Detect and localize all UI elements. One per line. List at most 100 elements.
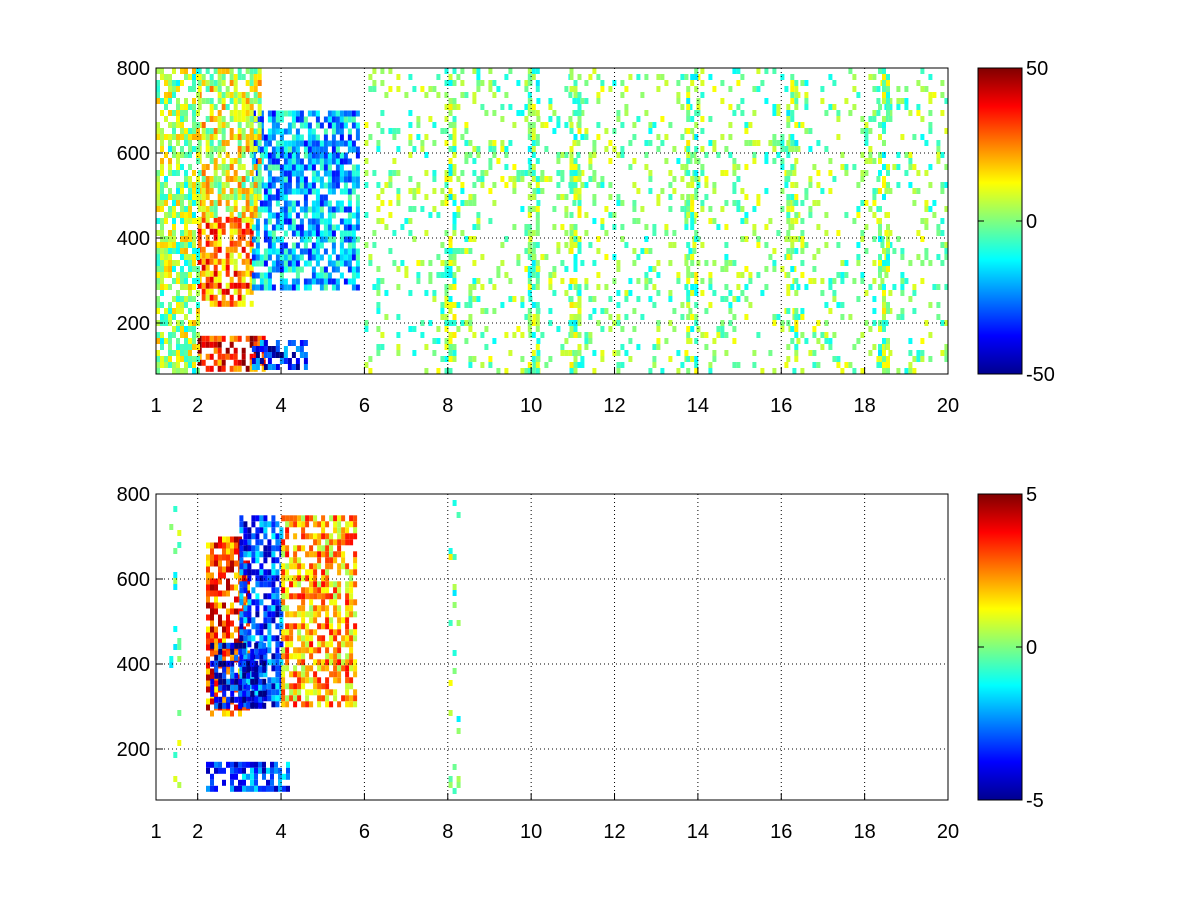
heatmap-cell [214,602,218,609]
heatmap-cell [331,140,336,147]
heatmap-cell [828,74,833,80]
heatmap-cell [317,557,322,564]
heatmap-cell [347,176,352,183]
heatmap-cell [237,359,242,366]
heatmap-cell [217,282,222,289]
heatmap-cell [432,86,437,92]
heatmap-cell [732,314,737,320]
heatmap-cell [230,656,234,663]
heatmap-cell [355,224,360,231]
heatmap-cell [872,278,877,284]
heatmap-cell [700,146,705,152]
heatmap-cell [321,533,326,540]
heatmap-cell [428,212,433,218]
heatmap-cell [173,626,178,632]
heatmap-cell [156,86,160,92]
heatmap-cell [184,224,188,230]
heatmap-cell [576,98,581,104]
heatmap-cell [896,236,901,242]
heatmap-cell [886,266,890,272]
heatmap-cell [233,86,238,92]
heatmap-cell [205,282,210,289]
heatmap-cell [444,176,449,182]
heatmap-cell [267,206,272,213]
heatmap-cell [592,194,597,200]
heatmap-cell [297,569,302,576]
heatmap-cell [347,266,352,273]
heatmap-cell [736,272,741,278]
heatmap-cell [206,638,210,645]
heatmap-cell [243,653,248,660]
heatmap-cell [355,284,360,291]
heatmap-cell [291,164,296,171]
heatmap-cell [309,647,314,654]
heatmap-cell [676,350,681,356]
heatmap-cell [452,602,457,608]
heatmap-cell [156,98,160,104]
heatmap-cell [560,344,565,350]
heatmap-cell [307,134,312,141]
heatmap-cell [303,260,308,267]
heatmap-cell [229,92,234,98]
heatmap-cell [274,785,278,792]
heatmap-cell [472,98,477,104]
heatmap-cell [229,212,234,218]
heatmap-cell [313,515,318,522]
heatmap-cell [592,200,597,206]
heatmap-cell [492,80,497,86]
heatmap-cell [812,278,817,284]
heatmap-cell [347,194,352,201]
heatmap-cell [213,282,218,289]
heatmap-cell [267,170,272,177]
bottom-heatmap-cells [169,500,461,794]
heatmap-cell [452,122,457,128]
heatmap-cell [156,242,160,248]
heatmap-cell [283,158,288,165]
heatmap-cell [234,642,239,649]
heatmap-cell [588,164,593,170]
heatmap-cell [156,308,160,314]
heatmap-cell [255,569,260,576]
heatmap-cell [309,587,314,594]
heatmap-cell [448,548,453,554]
heatmap-cell [424,368,429,374]
heatmap-cell [351,146,356,153]
heatmap-cell [291,140,296,147]
heatmap-cell [209,341,214,348]
heatmap-cell [317,701,322,708]
heatmap-cell [323,170,328,177]
heatmap-cell [353,695,358,702]
heatmap-cell [160,272,164,278]
heatmap-cell [210,602,214,609]
heatmap-cell [694,68,699,74]
heatmap-cell [588,296,593,302]
heatmap-cell [283,188,288,195]
heatmap-cell [291,206,296,213]
heatmap-cell [500,242,505,248]
heatmap-cell [225,246,230,253]
heatmap-cell [206,554,210,561]
heatmap-cell [188,212,192,218]
heatmap-cell [164,242,168,248]
heatmap-cell [392,230,397,236]
heatmap-cell [584,98,589,104]
heatmap-cell [628,74,633,80]
heatmap-cell [880,344,885,350]
heatmap-cell [724,284,729,290]
heatmap-cell [289,689,294,696]
heatmap-cell [307,140,312,147]
heatmap-cell [460,68,465,74]
heatmap-cell [257,170,262,176]
heatmap-cell [295,182,300,189]
heatmap-cell [317,635,322,642]
heatmap-cell [229,80,234,86]
heatmap-cell [261,365,266,372]
heatmap-cell [936,146,941,152]
heatmap-cell [577,194,582,200]
heatmap-cell [226,761,230,768]
heatmap-cell [213,341,218,348]
heatmap-cell [239,527,244,534]
heatmap-cell [237,194,242,200]
heatmap-cell [569,314,574,320]
heatmap-cell [569,332,574,338]
